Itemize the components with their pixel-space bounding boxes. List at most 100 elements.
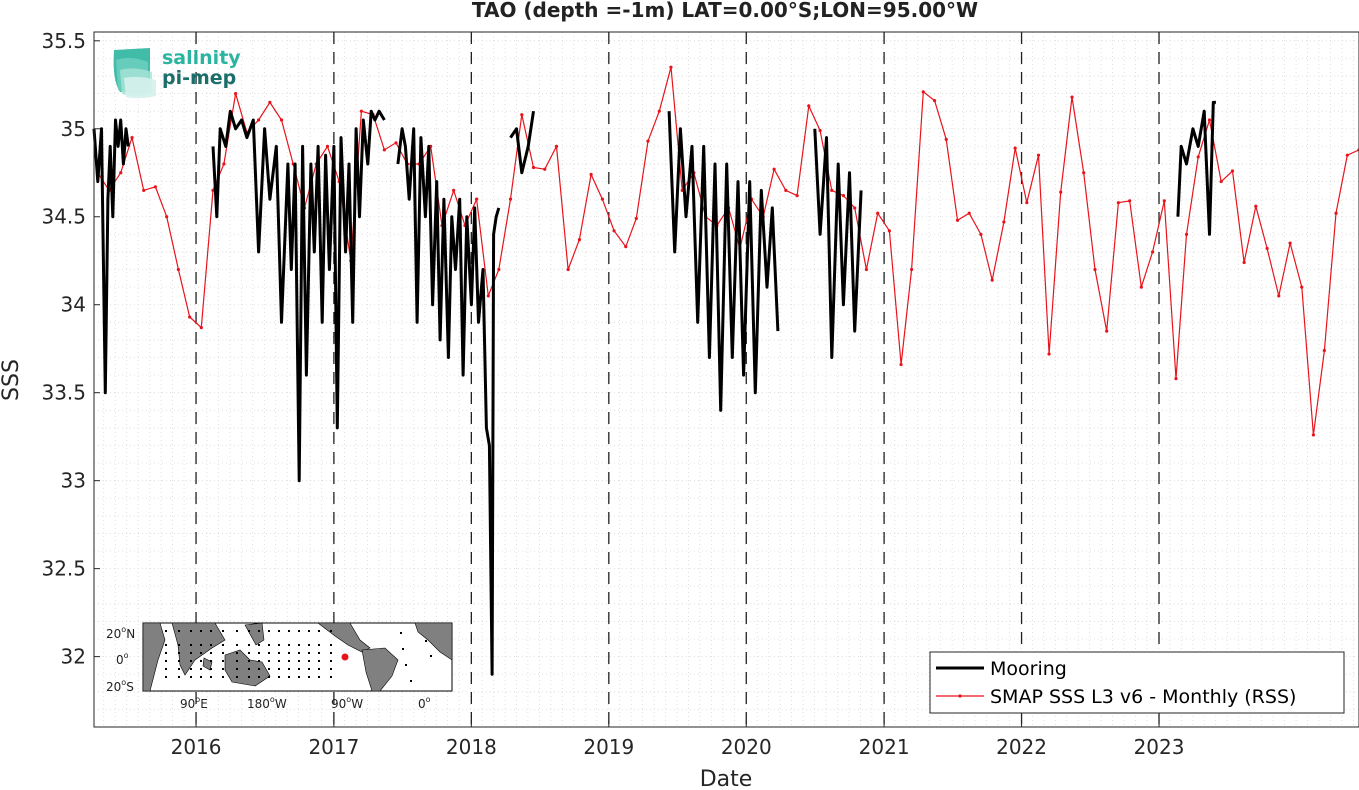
- inset-mooring-point: [222, 668, 224, 670]
- series-mooring-segment: [396, 127, 501, 676]
- series-smap-point: [1093, 267, 1097, 272]
- inset-lat-label-20s: 20oS: [106, 678, 134, 694]
- inset-lon-label-90w: 90oW: [331, 695, 363, 711]
- inset-lat-0-degree: o: [124, 651, 129, 660]
- series-layer: [92, 65, 1359, 676]
- series-smap-point: [1288, 241, 1292, 245]
- series-smap-point: [1002, 220, 1006, 224]
- series-smap-point: [990, 278, 994, 282]
- inset-mooring-point: [308, 630, 310, 632]
- series-smap-point: [142, 188, 146, 192]
- series-smap-point: [130, 135, 134, 140]
- inset-mooring-point: [425, 640, 427, 642]
- series-smap-point: [279, 118, 284, 122]
- series-smap-point: [1345, 153, 1349, 157]
- series-smap-point: [554, 144, 559, 148]
- logo-line2: pi-mep: [162, 67, 236, 89]
- inset-mooring-point: [330, 644, 332, 646]
- series-smap-point: [1207, 118, 1212, 122]
- inset-mooring-point: [330, 630, 332, 632]
- inset-mooring-point: [288, 652, 290, 654]
- inset-mooring-point: [236, 630, 238, 632]
- inset-mooring-point: [165, 630, 167, 632]
- inset-mooring-point: [308, 676, 310, 678]
- legend-mooring-label: Mooring: [990, 658, 1067, 680]
- inset-mooring-point: [200, 676, 202, 678]
- series-smap-point: [452, 188, 456, 192]
- inset-mooring-point: [288, 630, 290, 632]
- inset-mooring-point: [222, 652, 224, 654]
- x-tick-label: 2016: [171, 735, 222, 759]
- series-smap-point: [1322, 348, 1326, 353]
- series-smap-point: [153, 185, 157, 189]
- series-smap-point: [531, 165, 536, 170]
- series-smap-point: [853, 206, 857, 210]
- y-tick-label: 34.5: [41, 205, 86, 229]
- series-smap-point: [1230, 169, 1235, 173]
- series-smap-point: [967, 211, 971, 215]
- inset-mooring-point: [258, 668, 260, 670]
- inset-mooring-point: [236, 652, 238, 654]
- inset-mooring-point: [278, 644, 280, 646]
- inset-mooring-point: [318, 660, 320, 662]
- x-axis-label: Date: [700, 767, 753, 790]
- inset-mooring-point: [210, 676, 212, 678]
- inset-lon-label-90e: 90oE: [180, 695, 208, 711]
- x-tick-label: 2020: [721, 735, 772, 759]
- series-smap-point: [577, 238, 582, 242]
- series-smap-point: [1174, 377, 1178, 381]
- inset-mooring-point: [278, 652, 280, 654]
- inset-mooring-point: [178, 668, 180, 670]
- inset-mooring-point: [258, 652, 260, 654]
- series-smap-point: [199, 325, 203, 330]
- inset-mooring-point: [190, 644, 192, 646]
- series-mooring-segment: [667, 111, 780, 412]
- legend-smap-marker: [958, 694, 962, 698]
- series-smap-point: [1254, 204, 1258, 208]
- inset-mooring-point: [278, 668, 280, 670]
- series-smap-point: [784, 188, 788, 192]
- inset-mooring-point: [222, 630, 224, 632]
- inset-mooring-point: [236, 644, 238, 646]
- inset-lon-90w-degree: o: [346, 695, 351, 704]
- inset-mooring-point: [236, 668, 238, 670]
- series-smap-point: [807, 104, 811, 108]
- inset-mooring-point: [288, 668, 290, 670]
- series-smap-point: [1128, 199, 1132, 203]
- inset-mooring-point: [288, 644, 290, 646]
- inset-lon-label-0: 0o: [418, 695, 431, 711]
- series-smap-point: [624, 245, 628, 249]
- salinity-pi-mep-logo: salinity pi-mep: [113, 47, 241, 99]
- series-smap-point: [657, 109, 661, 113]
- inset-mooring-point: [298, 644, 300, 646]
- series-smap-point: [165, 215, 169, 219]
- series-smap-point: [1139, 285, 1143, 289]
- series-smap-point: [921, 90, 925, 94]
- inset-lat-20s-value: 20: [106, 680, 121, 694]
- inset-lat-0-value: 0: [116, 653, 124, 667]
- inset-mooring-point: [178, 676, 180, 678]
- inset-mooring-point: [165, 676, 167, 678]
- inset-mooring-point: [165, 660, 167, 662]
- x-tick-label: 2019: [583, 735, 634, 759]
- inset-mooring-point: [200, 630, 202, 632]
- series-smap-point: [119, 171, 123, 175]
- inset-mooring-point: [210, 660, 212, 662]
- inset-mooring-point: [190, 668, 192, 670]
- series-smap-point: [841, 194, 846, 198]
- inset-mooring-point: [210, 652, 212, 654]
- series-smap-point: [1277, 294, 1281, 298]
- inset-lat-20s-suffix: S: [126, 680, 134, 694]
- series-smap-point: [325, 144, 330, 148]
- y-axis-ticks: 32 32.5 33 33.5 34 34.5 35 35.5: [41, 29, 100, 669]
- series-smap-point: [543, 167, 547, 171]
- inset-mooring-point: [268, 630, 270, 632]
- series-mooring-segment: [92, 118, 130, 395]
- series-smap-point: [211, 188, 215, 192]
- inset-mooring-point: [308, 660, 310, 662]
- series-smap-point: [1242, 260, 1246, 265]
- inset-mooring-point: [400, 632, 402, 634]
- inset-mooring-point: [222, 644, 224, 646]
- series-smap-point: [1196, 155, 1200, 159]
